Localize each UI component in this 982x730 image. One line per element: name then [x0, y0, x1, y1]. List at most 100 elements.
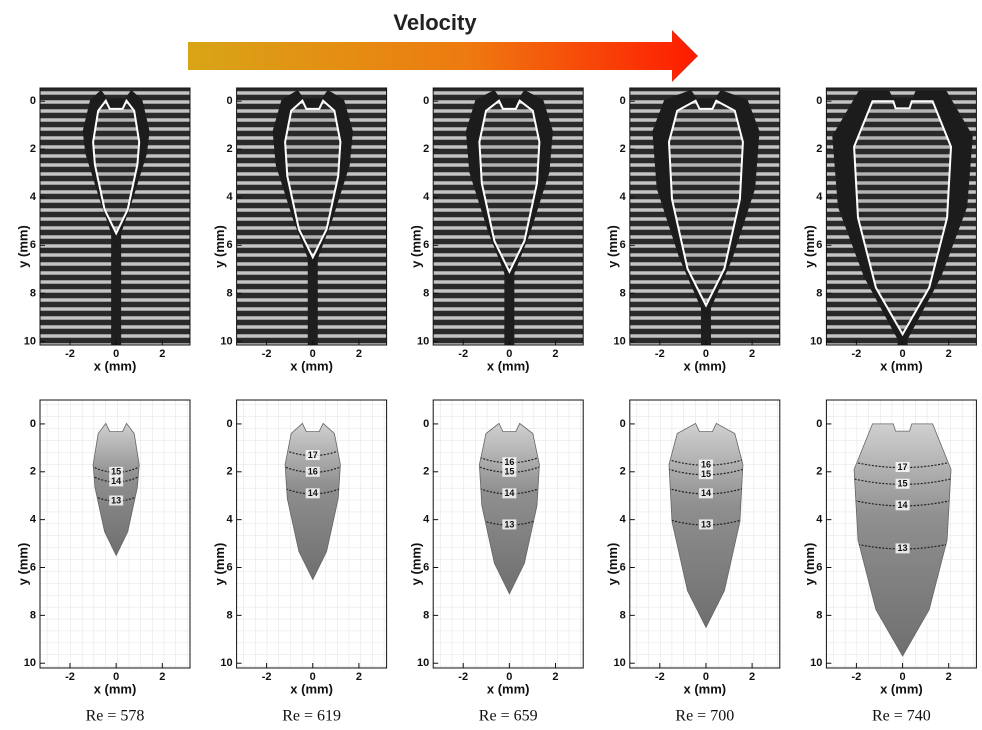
- contour-label: 14: [701, 488, 711, 498]
- top-plot: [826, 88, 977, 345]
- contour-label-bg: [895, 478, 910, 489]
- x-tick-label: 0: [703, 671, 709, 683]
- droplet-outline: [92, 98, 141, 236]
- y-axis-label: y (mm): [605, 543, 620, 586]
- contour-label: 16: [308, 467, 318, 477]
- droplet-outline: [478, 99, 541, 274]
- top-plot: [236, 88, 387, 345]
- re-label: Re = 740: [872, 708, 931, 725]
- bottom-plot: [40, 400, 190, 668]
- bottom-plot: [433, 400, 584, 668]
- y-tick-label: 4: [423, 514, 430, 526]
- x-tick-label: -2: [852, 348, 862, 360]
- bottom-plot: [826, 400, 977, 668]
- y-tick-label: 6: [423, 561, 429, 573]
- contour-label: 15: [504, 467, 514, 477]
- x-tick-label: -2: [655, 671, 665, 683]
- y-axis-label: y (mm): [802, 225, 817, 268]
- y-tick-label: 2: [423, 143, 429, 155]
- wake-stem: [307, 257, 318, 345]
- x-tick-label: 2: [552, 671, 558, 683]
- y-tick-label: 0: [226, 95, 232, 107]
- y-tick-label: 6: [30, 239, 36, 251]
- y-tick-label: 6: [30, 561, 36, 573]
- y-tick-label: 2: [423, 466, 429, 478]
- droplet-surface: [478, 422, 540, 595]
- y-tick-label: 4: [620, 191, 627, 203]
- x-tick-label: 0: [506, 671, 512, 683]
- y-tick-label: 8: [816, 287, 822, 299]
- contour-label-bg: [698, 488, 713, 499]
- y-tick-label: 8: [620, 287, 626, 299]
- x-tick-label: 0: [506, 348, 512, 360]
- x-tick-label: 0: [113, 671, 119, 683]
- x-tick-label: 2: [552, 348, 558, 360]
- y-tick-label: 10: [810, 335, 822, 347]
- x-tick-label: 0: [310, 671, 316, 683]
- x-tick-label: 0: [899, 671, 905, 683]
- contour-label-bg: [895, 543, 910, 554]
- x-tick-label: -2: [262, 348, 272, 360]
- x-tick-label: 0: [310, 348, 316, 360]
- x-tick-label: -2: [458, 671, 468, 683]
- contour-line: [668, 485, 743, 495]
- contour-label: 17: [898, 462, 908, 472]
- y-tick-label: 8: [423, 609, 429, 621]
- y-tick-label: 8: [30, 287, 36, 299]
- plot-frame: [629, 87, 781, 346]
- wake-stem: [700, 305, 711, 345]
- contour-label-bg: [698, 469, 713, 480]
- y-axis-label: y (mm): [409, 543, 424, 586]
- x-tick-label: 2: [356, 671, 362, 683]
- y-tick-label: 8: [423, 287, 429, 299]
- y-axis-label: y (mm): [212, 225, 227, 268]
- contour-label: 15: [898, 479, 908, 489]
- x-tick-label: -2: [65, 671, 75, 683]
- y-tick-label: 10: [24, 335, 36, 347]
- y-tick-label: 6: [816, 239, 822, 251]
- y-tick-label: 4: [226, 191, 233, 203]
- contour-label-bg: [698, 459, 713, 470]
- plot-frame: [825, 399, 977, 669]
- x-axis-label: x (mm): [487, 681, 530, 696]
- y-tick-label: 0: [620, 95, 626, 107]
- y-axis-label: y (mm): [605, 225, 620, 268]
- contour-label: 13: [504, 519, 514, 529]
- contour-label-bg: [502, 488, 517, 499]
- x-tick-label: -2: [458, 348, 468, 360]
- x-tick-label: 0: [113, 348, 119, 360]
- x-axis-label: x (mm): [683, 681, 726, 696]
- y-tick-label: 4: [423, 191, 430, 203]
- y-tick-label: 4: [620, 514, 627, 526]
- contour-label: 13: [111, 495, 121, 505]
- y-tick-label: 8: [226, 287, 232, 299]
- y-tick-label: 4: [30, 514, 37, 526]
- y-tick-label: 2: [620, 143, 626, 155]
- panel: 0 2 4 6 8 10 -2 0 2 x (mm) y (mm) 17 16 14 0 2 4 6 8 10 -2 0 2…: [212, 87, 388, 725]
- droplet-interior: [285, 100, 341, 258]
- y-tick-label: 6: [816, 561, 822, 573]
- x-tick-label: 2: [749, 348, 755, 360]
- x-tick-label: -2: [65, 348, 75, 360]
- y-axis-label: y (mm): [15, 225, 30, 268]
- y-tick-label: 10: [24, 657, 36, 669]
- y-tick-label: 2: [620, 466, 626, 478]
- contour-label-bg: [305, 450, 320, 461]
- contour-label-bg: [895, 462, 910, 472]
- contour-label: 15: [111, 467, 121, 477]
- y-tick-label: 0: [30, 95, 36, 107]
- contour-label: 14: [308, 488, 318, 498]
- wake-stem: [111, 233, 122, 345]
- droplet-interior: [93, 100, 140, 234]
- bottom-plot: [629, 400, 780, 668]
- re-label: Re = 659: [479, 708, 538, 725]
- y-tick-label: 6: [620, 239, 626, 251]
- plot-frame: [236, 87, 388, 346]
- droplet-interior: [854, 101, 951, 335]
- re-label: Re = 619: [282, 708, 341, 725]
- droplet-surface: [92, 422, 140, 557]
- plot-frame: [825, 87, 977, 346]
- y-tick-label: 10: [417, 657, 429, 669]
- y-tick-label: 6: [620, 561, 626, 573]
